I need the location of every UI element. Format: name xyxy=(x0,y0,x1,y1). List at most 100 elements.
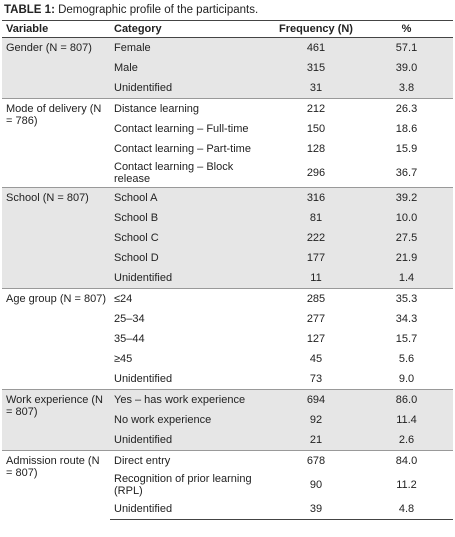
percent-cell: 36.7 xyxy=(395,167,418,179)
category-cell: Unidentified xyxy=(114,373,173,385)
table-row: Admission route (N = 807) Direct entry 678… xyxy=(2,450,453,520)
table-row: Unidentified 39 4.8 xyxy=(2,499,453,520)
category-cell: School A xyxy=(110,187,272,208)
category-cell: School D xyxy=(110,248,272,268)
category-cell: Contact learning – Part-time xyxy=(114,143,251,155)
table-row: School C 222 27.5 xyxy=(2,228,453,248)
table-row: Recognition of prior learning (RPL) 90 11.… xyxy=(2,471,453,499)
table-row: School D 177 21.9 xyxy=(2,248,453,268)
header-row: Variable Category Frequency (N) % xyxy=(2,20,453,38)
percent-cell: 15.7 xyxy=(395,333,418,345)
category-cell: Unidentified xyxy=(110,499,272,520)
table-row: Contact learning – Block release 296 36.7 xyxy=(2,159,453,188)
category-cell: No work experience xyxy=(110,410,272,430)
table-row: School B 81 10.0 xyxy=(2,208,453,228)
frequency-cell: 92 xyxy=(272,410,360,430)
percent-cell: 26.3 xyxy=(360,98,453,119)
frequency-cell: 127 xyxy=(306,333,326,345)
frequency-cell: 316 xyxy=(272,187,360,208)
frequency-cell: 678 xyxy=(272,450,360,471)
category-cell: 35–44 xyxy=(114,333,145,345)
category-cell: Recognition of prior learning (RPL) xyxy=(114,473,252,497)
table-row: 25–34 277 34.3 xyxy=(2,309,453,329)
frequency-cell: 73 xyxy=(309,373,323,385)
table-row: Work experience (N = 807) Yes – has work … xyxy=(2,389,453,451)
percent-cell: 84.0 xyxy=(360,450,453,471)
category-cell: Yes – has work experience xyxy=(110,389,272,410)
category-cell: ≤24 xyxy=(110,288,272,309)
frequency-cell: 285 xyxy=(272,288,360,309)
percent-cell: 3.8 xyxy=(360,78,453,99)
table-row: Unidentified 21 2.6 xyxy=(2,430,453,451)
frequency-cell: 277 xyxy=(306,313,326,325)
category-cell: School B xyxy=(110,208,272,228)
variable-cell: Work experience (N = 807) xyxy=(2,389,110,451)
table-row: Unidentified 31 3.8 xyxy=(2,78,453,99)
variable-cell: Admission route (N = 807) xyxy=(2,450,110,520)
category-cell: 25–34 xyxy=(114,313,145,325)
frequency-cell: 128 xyxy=(306,143,326,155)
table-row: ≥45 45 5.6 xyxy=(2,349,453,369)
header-cell: % xyxy=(360,20,453,38)
frequency-cell: 90 xyxy=(309,479,323,491)
percent-cell: 11.4 xyxy=(360,410,453,430)
percent-cell: 10.0 xyxy=(360,208,453,228)
percent-cell: 86.0 xyxy=(360,389,453,410)
frequency-cell: 81 xyxy=(272,208,360,228)
table-row: Age group (N = 807) ≤24 285 35.3 xyxy=(2,288,453,390)
frequency-cell: 21 xyxy=(272,430,360,451)
table-row: 35–44 127 15.7 xyxy=(2,329,453,349)
category-cell: Distance learning xyxy=(110,98,272,119)
table-row: Gender (N = 807) Female 461 57.1 xyxy=(2,37,453,99)
table-row: Mode of delivery (N = 786) Distance learn… xyxy=(2,98,453,188)
table-row: Contact learning – Full-time 150 18.6 xyxy=(2,119,453,139)
frequency-cell: 694 xyxy=(272,389,360,410)
frequency-cell: 222 xyxy=(272,228,360,248)
frequency-cell: 212 xyxy=(272,98,360,119)
frequency-cell: 177 xyxy=(272,248,360,268)
table-row: School (N = 807) School A 316 39.2 xyxy=(2,187,453,289)
percent-cell: 4.8 xyxy=(360,499,453,520)
variable-cell: Gender (N = 807) xyxy=(2,37,110,99)
category-cell: Unidentified xyxy=(110,78,272,99)
table-row: Contact learning – Part-time 128 15.9 xyxy=(2,139,453,159)
variable-cell: Mode of delivery (N = 786) xyxy=(2,98,110,188)
percent-cell: 39.2 xyxy=(360,187,453,208)
header-cell: Variable xyxy=(2,20,110,38)
category-cell: Direct entry xyxy=(110,450,272,471)
category-cell: ≥45 xyxy=(114,353,133,365)
frequency-cell: 31 xyxy=(272,78,360,99)
percent-cell: 27.5 xyxy=(360,228,453,248)
category-cell: Unidentified xyxy=(110,430,272,451)
category-cell: Male xyxy=(110,58,272,78)
category-cell: Female xyxy=(110,37,272,58)
table-row: Unidentified 11 1.4 xyxy=(2,268,453,289)
category-cell: Contact learning – Block release xyxy=(114,161,234,185)
category-cell: School C xyxy=(110,228,272,248)
header-cell: Category xyxy=(110,20,272,38)
frequency-cell: 11 xyxy=(272,268,360,289)
title-label: TABLE 1: xyxy=(4,4,55,16)
table-body: Gender (N = 807) Female 461 57.1 Male 315 39.0… xyxy=(2,37,453,520)
frequency-cell: 461 xyxy=(272,37,360,58)
frequency-cell: 315 xyxy=(272,58,360,78)
frequency-cell: 296 xyxy=(306,167,326,179)
frequency-cell: 39 xyxy=(272,499,360,520)
percent-cell: 2.6 xyxy=(360,430,453,451)
percent-cell: 39.0 xyxy=(360,58,453,78)
category-cell: Contact learning – Full-time xyxy=(114,123,249,135)
table-row: Unidentified 73 9.0 xyxy=(2,369,453,390)
frequency-cell: 150 xyxy=(306,123,326,135)
percent-cell: 15.9 xyxy=(395,143,418,155)
table-row: Male 315 39.0 xyxy=(2,58,453,78)
percent-cell: 18.6 xyxy=(395,123,418,135)
header-cell: Frequency (N) xyxy=(272,20,360,38)
percent-cell: 9.0 xyxy=(398,373,415,385)
percent-cell: 35.3 xyxy=(360,288,453,309)
table: Variable Category Frequency (N) % Gender… xyxy=(2,20,453,520)
percent-cell: 11.2 xyxy=(396,479,417,491)
table-title: TABLE 1: Demographic profile of the part… xyxy=(0,0,455,20)
percent-cell: 5.6 xyxy=(398,353,415,365)
percent-cell: 34.3 xyxy=(395,313,418,325)
